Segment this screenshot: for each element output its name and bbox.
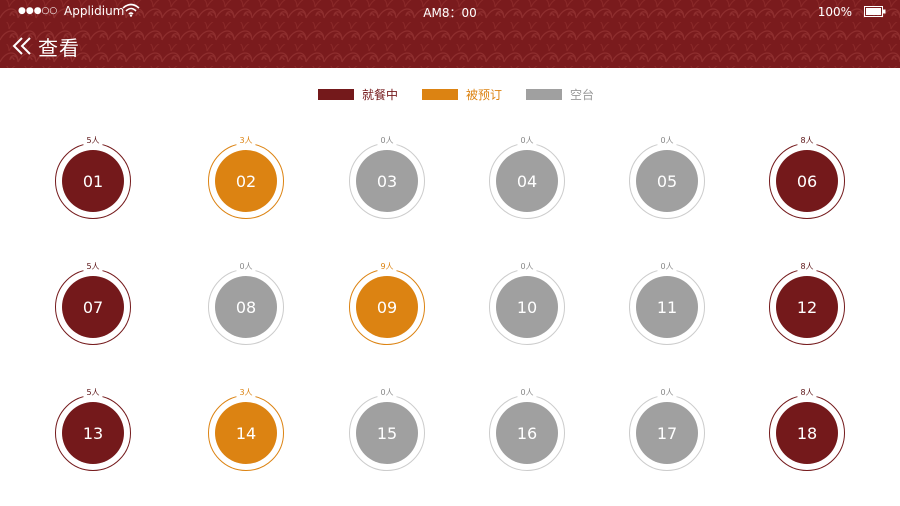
guest-count: 8人 bbox=[797, 262, 817, 272]
legend-label: 就餐中 bbox=[362, 88, 399, 102]
guest-count: 0人 bbox=[236, 262, 256, 272]
table-17[interactable]: 17 0人 bbox=[629, 388, 705, 471]
guest-count: 0人 bbox=[377, 388, 397, 398]
guest-count: 9人 bbox=[377, 262, 397, 272]
status-time: AM8：00 bbox=[423, 6, 477, 20]
table-number: 17 bbox=[636, 402, 698, 464]
table-10[interactable]: 10 0人 bbox=[489, 262, 565, 345]
table-05[interactable]: 05 0人 bbox=[629, 136, 705, 219]
table-number: 08 bbox=[215, 276, 277, 338]
table-number: 01 bbox=[62, 150, 124, 212]
legend-label: 被预订 bbox=[466, 88, 503, 102]
table-number: 15 bbox=[356, 402, 418, 464]
table-number: 18 bbox=[776, 402, 838, 464]
guest-count: 0人 bbox=[377, 136, 397, 146]
table-18[interactable]: 18 8人 bbox=[769, 388, 845, 471]
guest-count: 8人 bbox=[797, 388, 817, 398]
guest-count: 0人 bbox=[517, 136, 537, 146]
back-button[interactable]: 查看 bbox=[12, 32, 80, 60]
table-number: 14 bbox=[215, 402, 277, 464]
table-number: 06 bbox=[776, 150, 838, 212]
table-11[interactable]: 11 0人 bbox=[629, 262, 705, 345]
guest-count: 0人 bbox=[657, 388, 677, 398]
wifi-icon bbox=[122, 3, 140, 17]
table-number: 11 bbox=[636, 276, 698, 338]
table-01[interactable]: 01 5人 bbox=[55, 136, 131, 219]
guest-count: 5人 bbox=[83, 262, 103, 272]
guest-count: 5人 bbox=[83, 136, 103, 146]
table-number: 07 bbox=[62, 276, 124, 338]
table-number: 04 bbox=[496, 150, 558, 212]
table-06[interactable]: 06 8人 bbox=[769, 136, 845, 219]
status-legend: 就餐中 被预订 空台 bbox=[318, 86, 618, 103]
double-chevron-left-icon bbox=[12, 37, 31, 55]
guest-count: 3人 bbox=[236, 136, 256, 146]
legend-item-dining: 就餐中 bbox=[318, 86, 398, 103]
legend-item-reserved: 被预订 bbox=[422, 86, 502, 103]
table-04[interactable]: 04 0人 bbox=[489, 136, 565, 219]
guest-count: 0人 bbox=[657, 136, 677, 146]
table-14[interactable]: 14 3人 bbox=[208, 388, 284, 471]
guest-count: 5人 bbox=[83, 388, 103, 398]
guest-count: 0人 bbox=[657, 262, 677, 272]
signal-strength-icon: ●●●○○ bbox=[18, 6, 58, 16]
legend-item-empty: 空台 bbox=[526, 86, 594, 103]
table-number: 10 bbox=[496, 276, 558, 338]
legend-swatch bbox=[422, 89, 459, 100]
table-number: 05 bbox=[636, 150, 698, 212]
status-bar: ●●●○○ Applidium AM8：00 100% bbox=[0, 0, 900, 24]
table-09[interactable]: 09 9人 bbox=[349, 262, 425, 345]
page-title: 查看 bbox=[38, 35, 80, 60]
table-13[interactable]: 13 5人 bbox=[55, 388, 131, 471]
table-12[interactable]: 12 8人 bbox=[769, 262, 845, 345]
battery-percentage: 100% bbox=[817, 5, 852, 19]
app-header: ●●●○○ Applidium AM8：00 100% 查看 bbox=[0, 0, 900, 68]
guest-count: 8人 bbox=[797, 136, 817, 146]
table-number: 03 bbox=[356, 150, 418, 212]
legend-swatch bbox=[318, 89, 354, 100]
table-number: 02 bbox=[215, 150, 277, 212]
table-number: 16 bbox=[496, 402, 558, 464]
guest-count: 3人 bbox=[236, 388, 256, 398]
wave-pattern-background bbox=[0, 0, 900, 68]
legend-swatch bbox=[526, 89, 563, 100]
table-03[interactable]: 03 0人 bbox=[349, 136, 425, 219]
table-08[interactable]: 08 0人 bbox=[208, 262, 284, 345]
carrier-name: Applidium bbox=[64, 4, 125, 18]
battery-icon bbox=[864, 6, 886, 17]
table-number: 09 bbox=[356, 276, 418, 338]
guest-count: 0人 bbox=[517, 388, 537, 398]
legend-label: 空台 bbox=[570, 88, 595, 102]
table-number: 12 bbox=[776, 276, 838, 338]
table-02[interactable]: 02 3人 bbox=[208, 136, 284, 219]
table-15[interactable]: 15 0人 bbox=[349, 388, 425, 471]
guest-count: 0人 bbox=[517, 262, 537, 272]
table-number: 13 bbox=[62, 402, 124, 464]
table-07[interactable]: 07 5人 bbox=[55, 262, 131, 345]
table-16[interactable]: 16 0人 bbox=[489, 388, 565, 471]
